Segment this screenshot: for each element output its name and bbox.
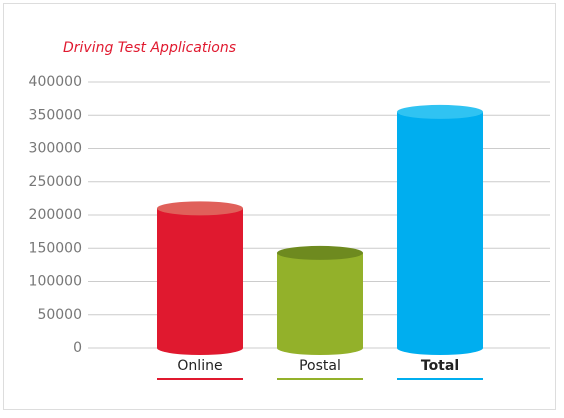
bar-body: [157, 208, 243, 355]
chart-title: Driving Test Applications: [63, 40, 236, 56]
y-tick-label: 200000: [29, 207, 82, 223]
y-tick-label: 50000: [37, 307, 82, 323]
y-tick-label: 0: [73, 340, 82, 356]
bar-top: [157, 201, 243, 216]
bar: [277, 245, 363, 355]
y-tick-label: 150000: [29, 240, 82, 256]
bar-top: [277, 245, 363, 260]
bar: [397, 104, 483, 355]
bar-top: [397, 104, 483, 119]
bar-body: [277, 252, 363, 355]
y-tick-label: 400000: [29, 74, 82, 90]
bar: [157, 201, 243, 355]
y-tick-label: 250000: [29, 174, 82, 190]
y-tick-label: 100000: [29, 274, 82, 290]
x-tick-label: Online: [177, 358, 222, 374]
bar-body: [397, 111, 483, 355]
y-tick-label: 300000: [29, 141, 82, 157]
x-tick-label: Total: [421, 358, 459, 374]
x-tick-label: Postal: [299, 358, 341, 374]
y-tick-label: 350000: [29, 107, 82, 123]
